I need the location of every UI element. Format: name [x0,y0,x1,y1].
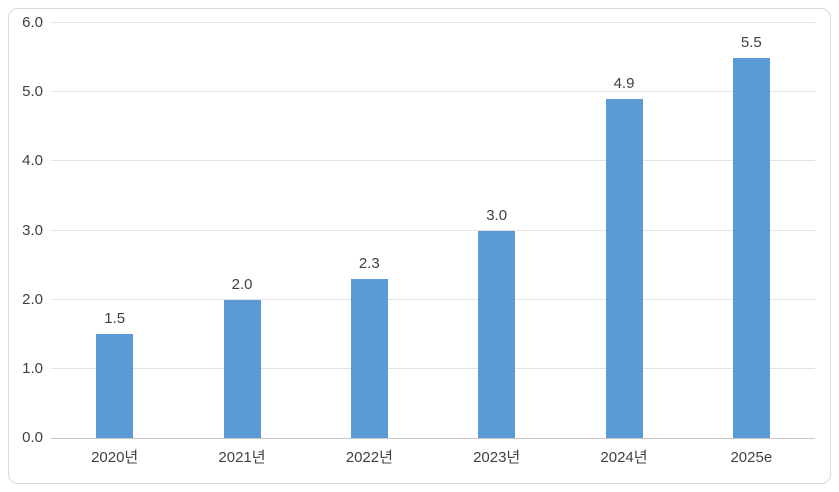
y-axis-tick-label: 1.0 [22,359,43,377]
y-axis-tick-label: 0.0 [22,429,43,446]
bar-value-label: 5.5 [740,33,762,51]
bar-value-label: 1.5 [104,310,126,328]
plot-area: 1.5 2.0 2.3 3.0 4.9 5.5 [51,22,815,439]
bar-2023년 [478,230,516,438]
x-axis-category-label: 2023년 [473,449,521,466]
gridline-y-1.0 [51,367,815,369]
bar-value-label: 3.0 [486,206,508,224]
bar-2025e [732,57,770,438]
y-axis-tick-label: 5.0 [22,83,43,101]
bar-value-label: 4.9 [613,75,635,93]
bar-2021년 [223,299,261,438]
x-axis-category-label: 2025e [730,449,773,466]
x-axis-category-label: 2022년 [345,449,393,466]
gridline-y-4.0 [51,160,815,162]
chart-frame: 1.5 2.0 2.3 3.0 4.9 5.5 0.0 1.0 2.0 3.0 4.0 5.0 6.0… [8,8,831,484]
y-axis-tick-label: 4.0 [22,152,43,170]
gridline-y-5.0 [51,91,815,93]
y-axis-tick-label: 6.0 [22,14,43,31]
bar-2022년 [350,278,388,438]
y-axis-tick-label: 3.0 [22,221,43,239]
y-axis-tick-label: 2.0 [22,290,43,308]
bar-value-label: 2.3 [358,254,380,272]
gridline-y-6.0 [51,22,815,23]
x-axis-category-label: 2021년 [218,449,266,466]
bar-2020년 [96,334,134,438]
x-axis-category-label: 2020년 [91,449,139,466]
gridline-y-3.0 [51,229,815,231]
x-axis-category-label: 2024년 [600,449,648,466]
bar-2024년 [605,99,643,438]
gridline-y-2.0 [51,298,815,300]
bar-value-label: 2.0 [231,275,253,293]
